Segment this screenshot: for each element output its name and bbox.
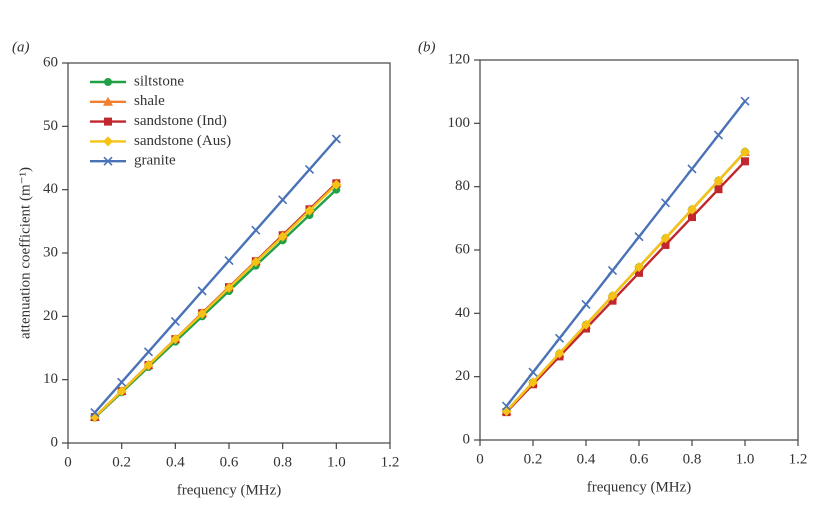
data-point <box>501 401 512 411</box>
data-point <box>554 333 565 343</box>
panel-label: (b) <box>418 39 436 55</box>
x-tick-label: 1.2 <box>789 451 808 467</box>
data-point <box>661 240 670 249</box>
data-point <box>250 256 261 267</box>
plot-frame <box>67 62 391 444</box>
x-tick-label: 0.6 <box>630 451 649 467</box>
x-tick-label: 0.2 <box>524 451 543 467</box>
data-point <box>331 134 341 144</box>
legend-label: shale <box>134 93 165 109</box>
data-point <box>740 96 750 106</box>
series-line <box>93 183 338 418</box>
x-tick-label: 1.0 <box>736 451 755 467</box>
data-point <box>581 299 591 310</box>
data-point <box>304 164 315 174</box>
data-point <box>714 185 723 194</box>
data-point <box>117 377 127 387</box>
x-tick-label: 0 <box>64 454 72 470</box>
data-point <box>740 146 750 157</box>
series-line <box>505 100 746 407</box>
data-point <box>554 348 565 359</box>
y-tick-label: 10 <box>43 371 58 387</box>
data-point <box>251 225 261 235</box>
plot-frame <box>479 59 799 441</box>
x-tick-label: 0.6 <box>220 454 239 470</box>
data-point <box>687 164 697 174</box>
data-point <box>660 198 671 208</box>
legend-marker <box>103 136 113 147</box>
data-point <box>143 360 154 371</box>
x-tick-label: 1.0 <box>327 454 346 470</box>
legend-marker <box>104 78 112 86</box>
x-tick-label: 0.2 <box>112 454 131 470</box>
y-tick-label: 120 <box>448 51 471 67</box>
panel-label: (a) <box>12 39 30 55</box>
data-point <box>278 195 288 205</box>
series-line <box>505 151 746 412</box>
data-point <box>116 386 127 397</box>
data-point <box>170 316 180 326</box>
data-point <box>635 268 643 277</box>
data-point <box>581 319 591 330</box>
data-point <box>688 213 696 222</box>
legend-label: sandstone (Ind) <box>134 113 227 129</box>
x-tick-label: 0.8 <box>273 454 292 470</box>
data-point <box>660 233 671 244</box>
data-point <box>528 367 538 377</box>
data-point <box>331 179 342 190</box>
x-tick-label: 0 <box>476 451 484 467</box>
y-tick-label: 40 <box>455 305 470 321</box>
data-point <box>607 290 618 301</box>
legend-label: siltstone <box>134 73 184 89</box>
data-point <box>277 231 288 242</box>
y-tick-label: 100 <box>448 115 471 131</box>
y-axis-label: attenuation coefficient (m⁻¹) <box>17 167 33 339</box>
legend-label: granite <box>134 153 176 169</box>
data-point <box>687 204 697 215</box>
data-point <box>634 262 644 273</box>
y-tick-label: 80 <box>455 178 470 194</box>
y-tick-label: 60 <box>43 54 58 70</box>
x-axis-label: frequency (MHz) <box>177 482 282 498</box>
data-point <box>170 334 181 345</box>
legend-marker <box>103 156 113 166</box>
x-tick-label: 0.4 <box>577 451 596 467</box>
data-point <box>528 377 538 388</box>
y-tick-label: 60 <box>455 241 470 257</box>
data-point <box>713 130 724 140</box>
y-tick-label: 20 <box>43 308 58 324</box>
series-line <box>93 138 338 414</box>
x-axis-label: frequency (MHz) <box>587 479 692 495</box>
y-tick-label: 20 <box>455 368 470 384</box>
data-point <box>713 175 724 186</box>
legend-marker <box>103 96 113 106</box>
series-line <box>505 160 746 413</box>
x-tick-label: 0.4 <box>166 454 185 470</box>
y-tick-label: 0 <box>463 431 471 447</box>
data-point <box>634 232 644 242</box>
data-point <box>224 282 234 293</box>
data-point <box>607 266 618 276</box>
y-tick-label: 50 <box>43 118 58 134</box>
data-point <box>304 205 315 216</box>
data-point <box>90 408 100 418</box>
y-tick-label: 40 <box>43 181 58 197</box>
y-tick-label: 30 <box>43 244 58 260</box>
x-tick-label: 1.2 <box>381 454 400 470</box>
y-tick-label: 0 <box>51 434 59 450</box>
data-point <box>741 157 749 166</box>
x-tick-label: 0.8 <box>683 451 702 467</box>
data-point <box>143 347 154 357</box>
data-point <box>224 256 234 266</box>
legend-label: sandstone (Aus) <box>134 133 231 149</box>
data-point <box>197 308 208 319</box>
data-point <box>197 286 207 296</box>
legend-marker <box>104 117 112 126</box>
